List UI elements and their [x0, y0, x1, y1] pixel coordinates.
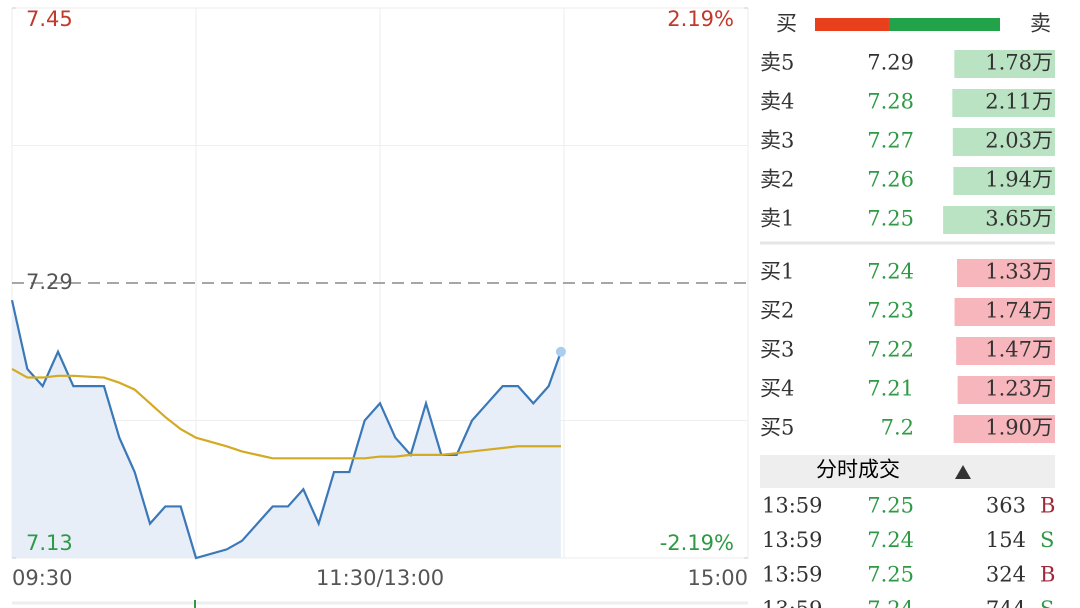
volume-bar — [953, 415, 1055, 443]
level-label: 卖3 — [760, 129, 794, 153]
trade-side: S — [1040, 528, 1054, 552]
volume-bar — [956, 337, 1055, 365]
volume-bar — [943, 206, 1055, 234]
level-label: 卖1 — [760, 207, 794, 231]
level-volume: 2.03万 — [985, 129, 1053, 153]
level-price: 7.28 — [867, 90, 914, 114]
x-tick-label: 09:30 — [12, 566, 73, 590]
volume-bar — [952, 128, 1055, 156]
level-price: 7.21 — [867, 377, 914, 401]
last-point — [555, 346, 566, 357]
trade-time: 13:59 — [762, 563, 823, 587]
level-volume: 3.65万 — [985, 207, 1053, 231]
trade-volume: 154 — [986, 528, 1026, 552]
trade-side: B — [1040, 563, 1055, 587]
level-label: 卖2 — [760, 168, 794, 192]
level-label: 买1 — [760, 260, 794, 284]
trade-side: B — [1040, 494, 1055, 518]
trade-price: 7.24 — [867, 597, 914, 608]
level-volume: 1.94万 — [985, 168, 1053, 192]
level-volume: 1.90万 — [985, 416, 1053, 440]
line — [10, 299, 562, 560]
level-volume: 1.78万 — [985, 51, 1053, 75]
level-volume: 1.74万 — [985, 299, 1053, 323]
level-volume: 2.11万 — [985, 90, 1053, 114]
x-tick-label: 11:30/13:00 — [316, 566, 444, 590]
level-volume: 1.47万 — [985, 338, 1053, 362]
level-label: 买5 — [760, 416, 794, 440]
level-price: 7.23 — [867, 299, 914, 323]
trade-price: 7.24 — [867, 528, 914, 552]
level-price: 7.27 — [867, 129, 914, 153]
trades-title: 分时成交 — [816, 458, 900, 482]
sort-icon[interactable] — [955, 465, 971, 479]
volume-bar — [957, 259, 1055, 287]
trade-volume: 744 — [986, 597, 1026, 608]
y2-tick-label: -2.19% — [660, 531, 734, 555]
level-price: 7.25 — [867, 207, 914, 231]
level-volume: 1.33万 — [985, 260, 1053, 284]
level-label: 买2 — [760, 299, 794, 323]
y-tick-label: 7.29 — [26, 270, 73, 294]
line — [11, 367, 561, 460]
level-price: 7.24 — [867, 260, 914, 284]
trade-price: 7.25 — [867, 563, 914, 587]
y2-tick-label: 2.19% — [667, 7, 734, 31]
volume-bar — [954, 50, 1055, 78]
volume-bar — [954, 298, 1055, 326]
level-volume: 1.23万 — [985, 377, 1053, 401]
level-price: 7.22 — [867, 338, 914, 362]
volume-bar — [957, 376, 1055, 404]
trade-side: S — [1040, 597, 1054, 608]
trade-time: 13:59 — [762, 597, 823, 608]
trades-header-bg — [760, 455, 1055, 488]
volume-bar — [953, 167, 1055, 195]
trade-time: 13:59 — [762, 528, 823, 552]
volume-bar — [952, 89, 1055, 117]
level-price: 7.29 — [867, 51, 914, 75]
level-label: 买3 — [760, 338, 794, 362]
level-price: 7.2 — [881, 416, 914, 440]
trade-volume: 363 — [986, 494, 1026, 518]
level-label: 卖4 — [760, 90, 794, 114]
level-label: 买4 — [760, 377, 794, 401]
sell-label: 卖 — [1030, 12, 1051, 36]
sell-ratio-bar — [888, 18, 1000, 31]
trade-time: 13:59 — [762, 494, 823, 518]
y-tick-label: 7.13 — [26, 531, 73, 555]
trade-volume: 324 — [986, 563, 1026, 587]
x-tick-label: 15:00 — [687, 566, 748, 590]
y-tick-label: 7.45 — [26, 7, 73, 31]
level-label: 卖5 — [760, 51, 794, 75]
level-price: 7.26 — [867, 168, 914, 192]
trade-price: 7.25 — [867, 494, 914, 518]
buy-label: 买 — [776, 12, 797, 36]
buy-ratio-bar — [815, 18, 889, 31]
area — [12, 300, 561, 558]
